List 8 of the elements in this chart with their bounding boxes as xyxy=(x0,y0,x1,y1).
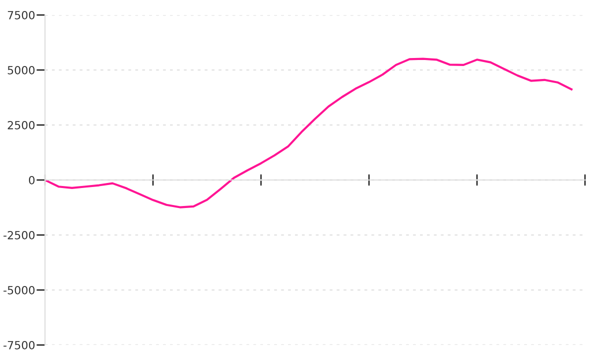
y-tick-label: -5000 xyxy=(4,286,35,294)
y-tick-label: 0 xyxy=(28,176,35,184)
y-tick-label: -7500 xyxy=(4,340,35,350)
line-series xyxy=(45,58,573,208)
y-tick-label: 7500 xyxy=(8,10,35,20)
y-tick-label: 2500 xyxy=(8,120,35,130)
y-tick-label: -2500 xyxy=(4,230,35,240)
y-tick-label: 5000 xyxy=(8,66,35,74)
